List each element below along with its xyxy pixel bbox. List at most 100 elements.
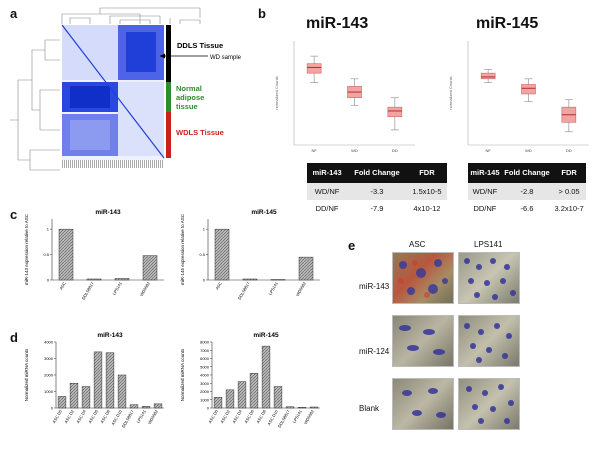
table-cell: -3.3 <box>347 183 407 200</box>
normal-label-3: tissue <box>176 102 198 111</box>
x-tick-label: LPS141 <box>291 408 303 423</box>
b-title-143: miR-143 <box>306 15 369 32</box>
x-tick-label: ASC D8 <box>255 408 267 424</box>
x-tick-label: LPS141 <box>111 280 123 295</box>
wdls-label: WDLS Tissue <box>176 128 224 137</box>
panel-label-c: c <box>10 207 18 222</box>
y-tick-label: 1 <box>203 227 206 232</box>
bar <box>242 278 258 281</box>
y-axis-label: normalized Counts <box>274 76 279 109</box>
left-dendrogram <box>10 39 60 171</box>
x-tick-label: DD <box>392 148 398 153</box>
x-tick-label: ASC D2 <box>63 408 75 424</box>
x-tick-label: ASC D2 <box>219 408 231 424</box>
th-fold: Fold Change <box>501 163 553 183</box>
bar <box>213 397 223 409</box>
bar <box>81 386 91 409</box>
chart-title: miR-143 <box>95 209 121 216</box>
e-row-mir143: miR-143 <box>359 282 390 291</box>
bar <box>237 381 247 409</box>
table-cell: 1.5x10-5 <box>406 183 447 200</box>
b-title-145: miR-145 <box>476 15 539 32</box>
th-fold: Fold Change <box>347 163 407 183</box>
y-axis-label: Normalized miRNA counts <box>180 348 185 401</box>
image-asc-mir124 <box>392 315 454 367</box>
bar-chart-d-mir145: miR-145 Normalized miRNA counts 0 1000 2000 3… <box>180 332 320 428</box>
x-tick-label: WD0082 <box>303 408 315 425</box>
bar <box>58 228 74 281</box>
e-row-mir124: miR-124 <box>359 347 390 356</box>
x-tick-label: ASC <box>58 281 66 291</box>
bar <box>273 386 283 409</box>
bar <box>117 374 127 409</box>
y-tick-label: 1000 <box>200 397 210 402</box>
y-tick-label: 0.5 <box>199 252 205 257</box>
bar-chart-d-mir143: miR-143 Normalized miRNA counts 0 1000 2000 3… <box>24 332 164 428</box>
bar <box>114 278 130 281</box>
y-tick-label: 0 <box>47 278 50 283</box>
y-tick-label: 2000 <box>200 389 210 394</box>
bar-chart-c-mir143: miR-143 miR-143 expression relative to AS… <box>24 209 164 300</box>
x-tick-label: ASC D0 <box>51 408 63 424</box>
y-tick-label: 7000 <box>200 348 210 353</box>
panel-label-d: d <box>10 330 18 345</box>
normal-label-1: Normal <box>176 84 202 93</box>
x-tick-label: NF <box>311 148 317 153</box>
x-tick-label: DDLS8817 <box>81 280 96 300</box>
image-lps141-blank <box>458 378 520 430</box>
e-row-blank: Blank <box>359 404 380 413</box>
y-tick-label: 4000 <box>200 373 210 378</box>
y-axis-label: miR-143 expression relative to ASC <box>24 213 29 285</box>
heatmap-panel: DDLS Tissue WD sample Normal adipose tis… <box>10 7 242 171</box>
y-tick-label: 1 <box>47 227 50 232</box>
chart-title: miR-145 <box>253 332 279 339</box>
bar <box>261 345 271 409</box>
table-cell: WD/NF <box>468 183 502 200</box>
wdls-bar <box>166 112 171 158</box>
y-tick-label: 0 <box>51 406 54 411</box>
x-tick-label: LPS141 <box>135 408 147 423</box>
y-tick-label: 8000 <box>200 340 210 345</box>
y-tick-label: 2000 <box>44 373 54 378</box>
y-tick-label: 1000 <box>44 389 54 394</box>
boxplot-mir143: normalized Counts NF WD DD <box>274 41 415 153</box>
panel-label-a: a <box>10 6 18 21</box>
x-tick-label: LPS141 <box>267 280 279 295</box>
x-tick-label: ASC D6 <box>87 408 99 424</box>
x-tick-label: WD0082 <box>139 280 151 297</box>
bar <box>129 404 139 409</box>
bar <box>270 279 286 281</box>
table-cell: > 0.05 <box>552 183 586 200</box>
bar <box>57 396 67 409</box>
y-tick-label: 6000 <box>200 356 210 361</box>
x-tick-label: DDLS8817 <box>121 408 136 428</box>
x-tick-label: DDLS8817 <box>237 280 252 300</box>
bar <box>86 278 102 281</box>
box <box>480 72 496 80</box>
bar <box>142 255 158 281</box>
x-tick-label: DD <box>566 148 572 153</box>
th-fdr: FDR <box>406 163 447 183</box>
table-cell: -7.9 <box>347 200 407 217</box>
bar <box>69 383 79 409</box>
box <box>306 63 322 74</box>
normal-label-2: adipose <box>176 93 204 102</box>
x-tick-label: WD0082 <box>295 280 307 297</box>
stats-table-mir145: miR-145 Fold Change FDR WD/NF -2.8 > 0.05 DD… <box>468 163 586 217</box>
boxplot-mir145: normalized Counts NF WD DD <box>448 41 589 153</box>
image-asc-blank <box>392 378 454 430</box>
bar <box>298 256 314 281</box>
table-cell: DD/NF <box>307 200 348 217</box>
x-tick-label: ASC <box>214 281 222 291</box>
image-lps141-mir124 <box>458 315 520 367</box>
y-tick-label: 0.5 <box>43 252 49 257</box>
chart-title: miR-143 <box>97 332 123 339</box>
bar <box>214 228 230 281</box>
panel-label-b: b <box>258 6 266 21</box>
y-tick-label: 0 <box>207 406 210 411</box>
bar <box>141 406 151 409</box>
bar <box>249 373 259 409</box>
bar <box>153 403 163 409</box>
wd-sample-label: WD sample <box>210 55 242 61</box>
x-tick-label: ASC D4 <box>231 408 243 424</box>
